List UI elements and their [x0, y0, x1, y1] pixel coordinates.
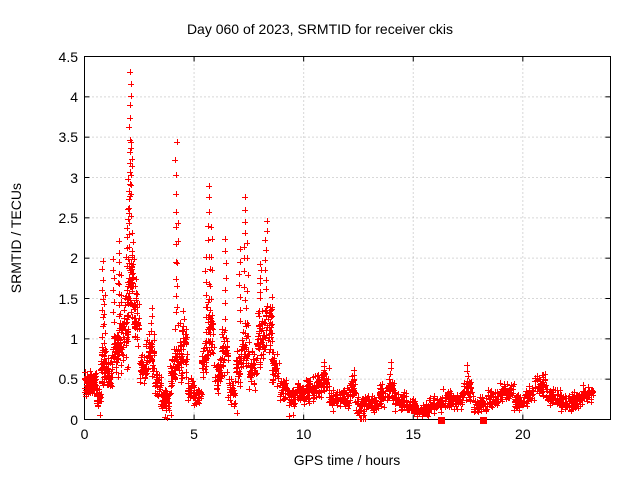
x-tick-label: 0: [80, 426, 89, 442]
x-tick-label: 20: [515, 426, 531, 442]
y-tick-label: 1.5: [58, 290, 78, 307]
plot-border: [84, 56, 611, 420]
x-tick-label: 5: [190, 426, 198, 442]
y-tick-label: 4: [70, 88, 78, 105]
y-tick-label: 3: [70, 169, 78, 186]
event-square-markers: [480, 417, 487, 424]
x-axis-label: GPS time / hours: [293, 452, 401, 468]
y-tick-label: 2.5: [58, 209, 78, 226]
y-tick-label: 4.5: [58, 48, 78, 65]
y-tick-label: 1: [70, 330, 78, 347]
chart-title: Day 060 of 2023, SRMTID for receiver cki…: [186, 21, 454, 37]
y-tick-label: 3.5: [58, 129, 78, 146]
y-tick-label: 0.5: [58, 371, 78, 388]
x-tick-label: 10: [295, 426, 312, 442]
x-tick-label: 15: [405, 426, 422, 442]
srmtid-plus-markers: [82, 69, 596, 422]
event-square-markers: [438, 417, 445, 424]
y-tick-label: 0: [70, 411, 78, 428]
y-tick-label: 2: [70, 250, 78, 267]
